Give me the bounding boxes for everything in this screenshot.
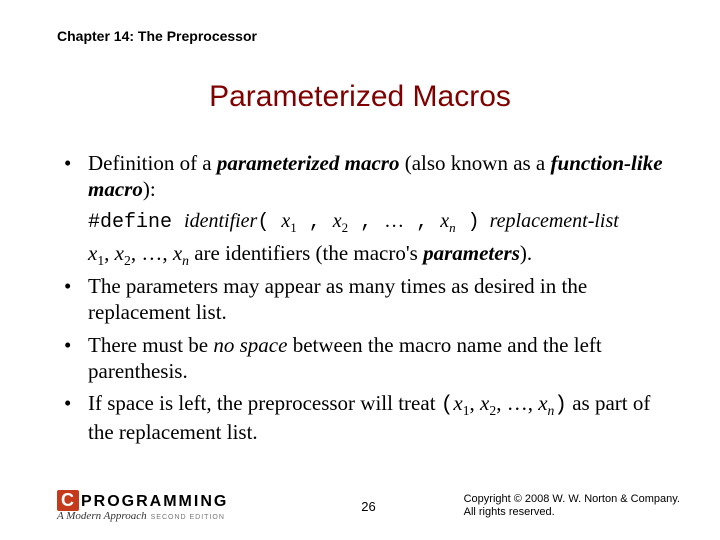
sep: ,: [404, 211, 440, 234]
page-number: 26: [361, 499, 375, 514]
param: x: [333, 210, 342, 232]
text: (also known as a: [399, 151, 550, 175]
emph-no-space: no space: [213, 333, 287, 357]
param: x: [453, 391, 462, 415]
param: x: [173, 241, 182, 265]
subscript: n: [182, 253, 189, 268]
bullet-4: If space is left, the preprocessor will …: [60, 390, 665, 446]
text: , …,: [496, 391, 538, 415]
text: ,: [470, 391, 481, 415]
paren-close: ): [554, 394, 567, 417]
ellipsis: …: [384, 210, 404, 232]
subscript: 2: [124, 253, 131, 268]
bullet-list-cont: The parameters may appear as many times …: [60, 273, 665, 446]
logo-c-icon: C: [57, 490, 79, 511]
logo-approach: A Modern Approach: [57, 510, 147, 522]
text: If space is left, the preprocessor will …: [88, 391, 441, 415]
text: ).: [520, 241, 532, 265]
text: , …,: [131, 241, 173, 265]
copyright-line-2: All rights reserved.: [464, 506, 680, 520]
term-parameters: parameters: [423, 241, 520, 265]
book-logo: CPROGRAMMING A Modern Approach SECOND EDI…: [57, 490, 228, 522]
define-identifier: identifier: [184, 210, 257, 232]
slide-title: Parameterized Macros: [0, 80, 720, 114]
footer: CPROGRAMMING A Modern Approach SECOND EDI…: [57, 480, 680, 522]
param: x: [480, 391, 489, 415]
param: x: [440, 210, 449, 232]
define-keyword: #define: [88, 211, 184, 234]
chapter-label: Chapter 14: The Preprocessor: [57, 28, 257, 44]
sep: ,: [297, 211, 333, 234]
param: x: [88, 241, 97, 265]
bullet-2: The parameters may appear as many times …: [60, 273, 665, 326]
slide: Chapter 14: The Preprocessor Parameteriz…: [0, 0, 720, 540]
text: ,: [104, 241, 115, 265]
paren-open: (: [441, 394, 454, 417]
param: x: [115, 241, 124, 265]
text: There must be: [88, 333, 213, 357]
text: ):: [143, 177, 156, 201]
subscript: 1: [463, 403, 470, 418]
logo-edition: SECOND EDITION: [151, 514, 225, 521]
copyright: Copyright © 2008 W. W. Norton & Company.…: [464, 493, 680, 521]
bullet-3: There must be no space between the macro…: [60, 332, 665, 385]
replacement-list: replacement-list: [490, 210, 619, 232]
text: Definition of a: [88, 151, 217, 175]
copyright-line-1: Copyright © 2008 W. W. Norton & Company.: [464, 493, 680, 507]
logo-subtitle: A Modern Approach SECOND EDITION: [57, 510, 228, 522]
paren-close: ): [456, 211, 480, 234]
sep: ,: [348, 211, 384, 234]
logo-title: CPROGRAMMING: [57, 490, 228, 511]
identifiers-line: x1, x2, …, xn are identifiers (the macro…: [88, 240, 665, 269]
bullet-1: Definition of a parameterized macro (als…: [60, 150, 665, 203]
term-parameterized-macro: parameterized macro: [217, 151, 400, 175]
text: are identifiers (the macro's: [189, 241, 423, 265]
logo-programming: PROGRAMMING: [81, 493, 228, 510]
slide-body: Definition of a parameterized macro (als…: [60, 150, 665, 452]
paren-open: (: [257, 211, 281, 234]
bullet-list: Definition of a parameterized macro (als…: [60, 150, 665, 203]
param: x: [538, 391, 547, 415]
param: x: [281, 210, 290, 232]
define-syntax: #define identifier( x1 , x2 , … , xn ) r…: [88, 209, 665, 236]
